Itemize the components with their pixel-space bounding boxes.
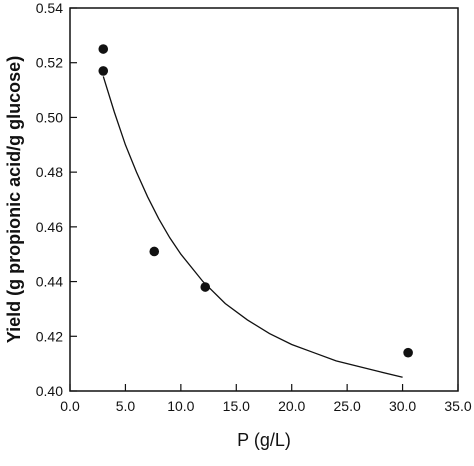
- y-tick-label: 0.42: [36, 328, 63, 344]
- x-tick-label: 5.0: [116, 398, 136, 414]
- fit-curve-line: [102, 76, 403, 378]
- data-point: [200, 282, 211, 292]
- plot-area-frame: [69, 7, 459, 392]
- x-tick-label: 35.0: [444, 398, 471, 414]
- x-tick-label: 0.0: [60, 398, 80, 414]
- x-axis-title: P (g/L): [237, 430, 291, 450]
- data-points: [98, 44, 413, 358]
- data-point: [403, 347, 413, 358]
- y-tick-label: 0.48: [36, 164, 63, 180]
- x-tick-label: 15.0: [223, 398, 250, 414]
- y-tick-label: 0.52: [36, 55, 63, 71]
- x-axis-ticks: 0.0 5.0 10.0 15.0 20.0 25.0 30.0 35.0: [60, 384, 472, 414]
- data-point: [98, 66, 109, 76]
- y-axis-ticks: 0.40 0.42 0.44 0.46 0.48 0.50 0.52 0.54: [36, 0, 77, 399]
- x-tick-label: 30.0: [389, 398, 416, 414]
- data-point: [98, 44, 109, 54]
- y-tick-label: 0.50: [36, 109, 63, 125]
- y-tick-label: 0.44: [36, 274, 63, 290]
- data-point: [149, 246, 160, 257]
- y-tick-label: 0.54: [36, 0, 63, 16]
- y-tick-label: 0.46: [36, 219, 63, 235]
- x-tick-label: 20.0: [278, 398, 305, 414]
- y-axis-title: Yield (g propionic acid/g glucose): [4, 56, 24, 343]
- x-tick-label: 25.0: [334, 398, 361, 414]
- y-tick-label: 0.40: [36, 383, 63, 399]
- x-tick-label: 10.0: [167, 398, 194, 414]
